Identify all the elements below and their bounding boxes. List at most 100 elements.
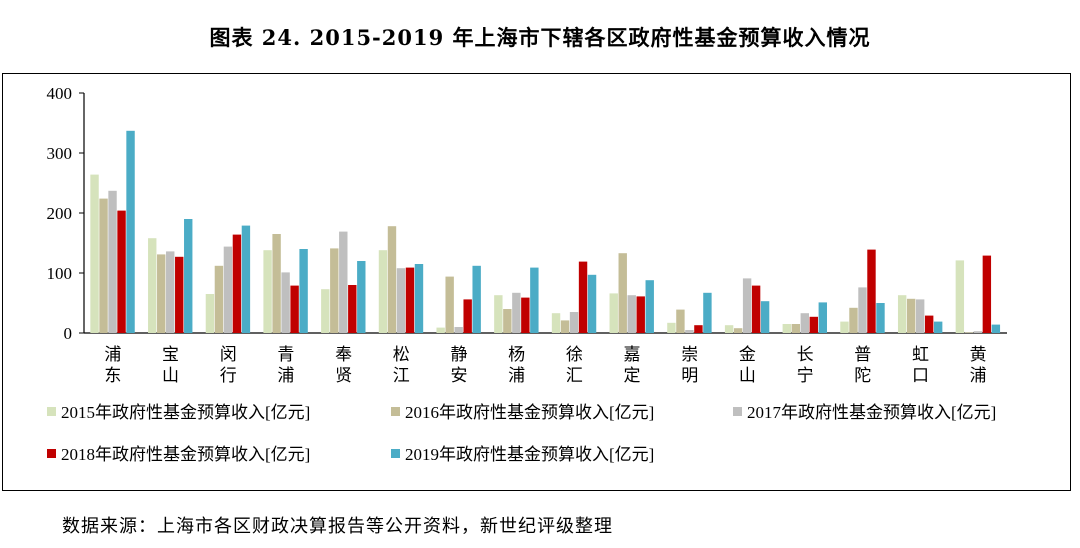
bar-1 [955, 260, 965, 333]
x-category-label: 崇 [681, 345, 698, 365]
bar-4 [348, 285, 357, 333]
y-tick-label: 0 [64, 324, 73, 343]
bar-1 [321, 289, 330, 333]
bar-5 [184, 219, 193, 333]
chart-frame [2, 73, 1071, 491]
x-category-label: 长 [797, 345, 814, 365]
legend-swatch [47, 449, 56, 458]
bar-4 [117, 210, 126, 333]
bar-2 [99, 198, 108, 333]
bar-2 [387, 226, 397, 333]
y-tick-label: 400 [47, 84, 73, 103]
bar-4 [232, 234, 242, 333]
legend-label: 2015年政府性基金预算收入[亿元] [61, 403, 310, 422]
bar-5 [703, 292, 712, 333]
x-category-label: 金 [739, 345, 756, 365]
x-category-label: 青 [277, 345, 294, 365]
bar-3 [800, 313, 809, 333]
bar-4 [636, 296, 645, 333]
bar-4 [809, 316, 818, 333]
bar-1 [667, 322, 676, 333]
x-category-label: 明 [681, 366, 698, 386]
bar-1 [724, 325, 734, 333]
bar-5 [760, 301, 770, 333]
bar-4 [694, 325, 703, 333]
x-category-label: 山 [162, 366, 179, 386]
bar-5 [587, 274, 597, 333]
legend-label: 2016年政府性基金预算收入[亿元] [405, 403, 654, 422]
bar-1 [782, 324, 791, 333]
bar-4 [290, 285, 299, 333]
bar-3 [166, 251, 175, 333]
bar-3 [569, 312, 579, 333]
x-category-label: 江 [393, 366, 410, 386]
y-tick-label: 100 [47, 264, 73, 283]
bar-1 [840, 321, 849, 333]
bar-5 [991, 324, 1001, 333]
x-category-label: 定 [624, 366, 641, 386]
bar-4 [982, 255, 992, 333]
bar-5 [933, 321, 943, 333]
x-category-label: 徐 [566, 345, 583, 365]
legend-label: 2019年政府性基金预算收入[亿元] [405, 445, 654, 464]
x-category-label: 宝 [162, 345, 179, 365]
legend-label: 2017年政府性基金预算收入[亿元] [747, 403, 996, 422]
x-category-label: 浦 [970, 366, 987, 386]
legend-swatch [47, 407, 56, 416]
x-category-label: 宁 [797, 366, 814, 386]
bar-3 [627, 295, 636, 333]
source-note: 数据来源：上海市各区财政决算报告等公开资料，新世纪评级整理 [62, 516, 613, 537]
bar-1 [205, 294, 215, 333]
bar-3 [685, 330, 694, 333]
legend-label: 2018年政府性基金预算收入[亿元] [61, 445, 310, 464]
bar-5 [241, 225, 251, 333]
bar-2 [849, 307, 858, 333]
bar-4 [867, 249, 876, 333]
bar-1 [378, 250, 388, 333]
bar-2 [964, 332, 974, 333]
bar-1 [494, 295, 503, 333]
bar-4 [924, 315, 934, 333]
bar-1 [609, 293, 618, 333]
bar-3 [973, 331, 983, 333]
x-category-label: 浦 [277, 366, 294, 386]
bar-3 [396, 268, 406, 333]
bar-1 [551, 313, 561, 333]
x-category-label: 静 [450, 345, 467, 365]
x-category-label: 嘉 [624, 345, 641, 365]
bar-4 [405, 267, 415, 333]
bar-3 [454, 327, 463, 333]
x-category-label: 山 [739, 366, 756, 386]
bar-5 [126, 130, 135, 333]
x-category-label: 行 [220, 366, 237, 386]
bar-2 [560, 320, 570, 333]
bar-2 [214, 265, 224, 333]
bar-4 [463, 299, 472, 333]
chart-title: 图表 24. 2015-2019 年上海市下辖各区政府性基金预算收入情况 [209, 25, 871, 50]
x-category-label: 浦 [104, 345, 121, 365]
bar-2 [272, 234, 281, 333]
legend-swatch [391, 407, 400, 416]
y-tick-label: 300 [47, 144, 73, 163]
bar-2 [503, 309, 512, 333]
x-category-label: 黄 [970, 345, 987, 365]
bar-2 [676, 309, 685, 333]
bar-1 [148, 238, 157, 333]
bar-3 [512, 292, 521, 333]
bar-2 [906, 298, 916, 333]
x-category-label: 东 [104, 366, 121, 386]
bar-1 [436, 327, 445, 333]
bar-3 [223, 246, 233, 333]
bar-5 [472, 265, 481, 333]
bar-4 [175, 256, 184, 333]
x-category-label: 贤 [335, 366, 352, 386]
bar-2 [445, 276, 454, 333]
x-category-label: 闵 [220, 345, 237, 365]
x-category-label: 奉 [335, 345, 352, 365]
bar-4 [751, 285, 761, 333]
bar-5 [818, 302, 827, 333]
legend-swatch [733, 407, 742, 416]
x-category-label: 虹 [912, 345, 929, 365]
bar-4 [521, 297, 530, 333]
bar-3 [108, 190, 117, 333]
